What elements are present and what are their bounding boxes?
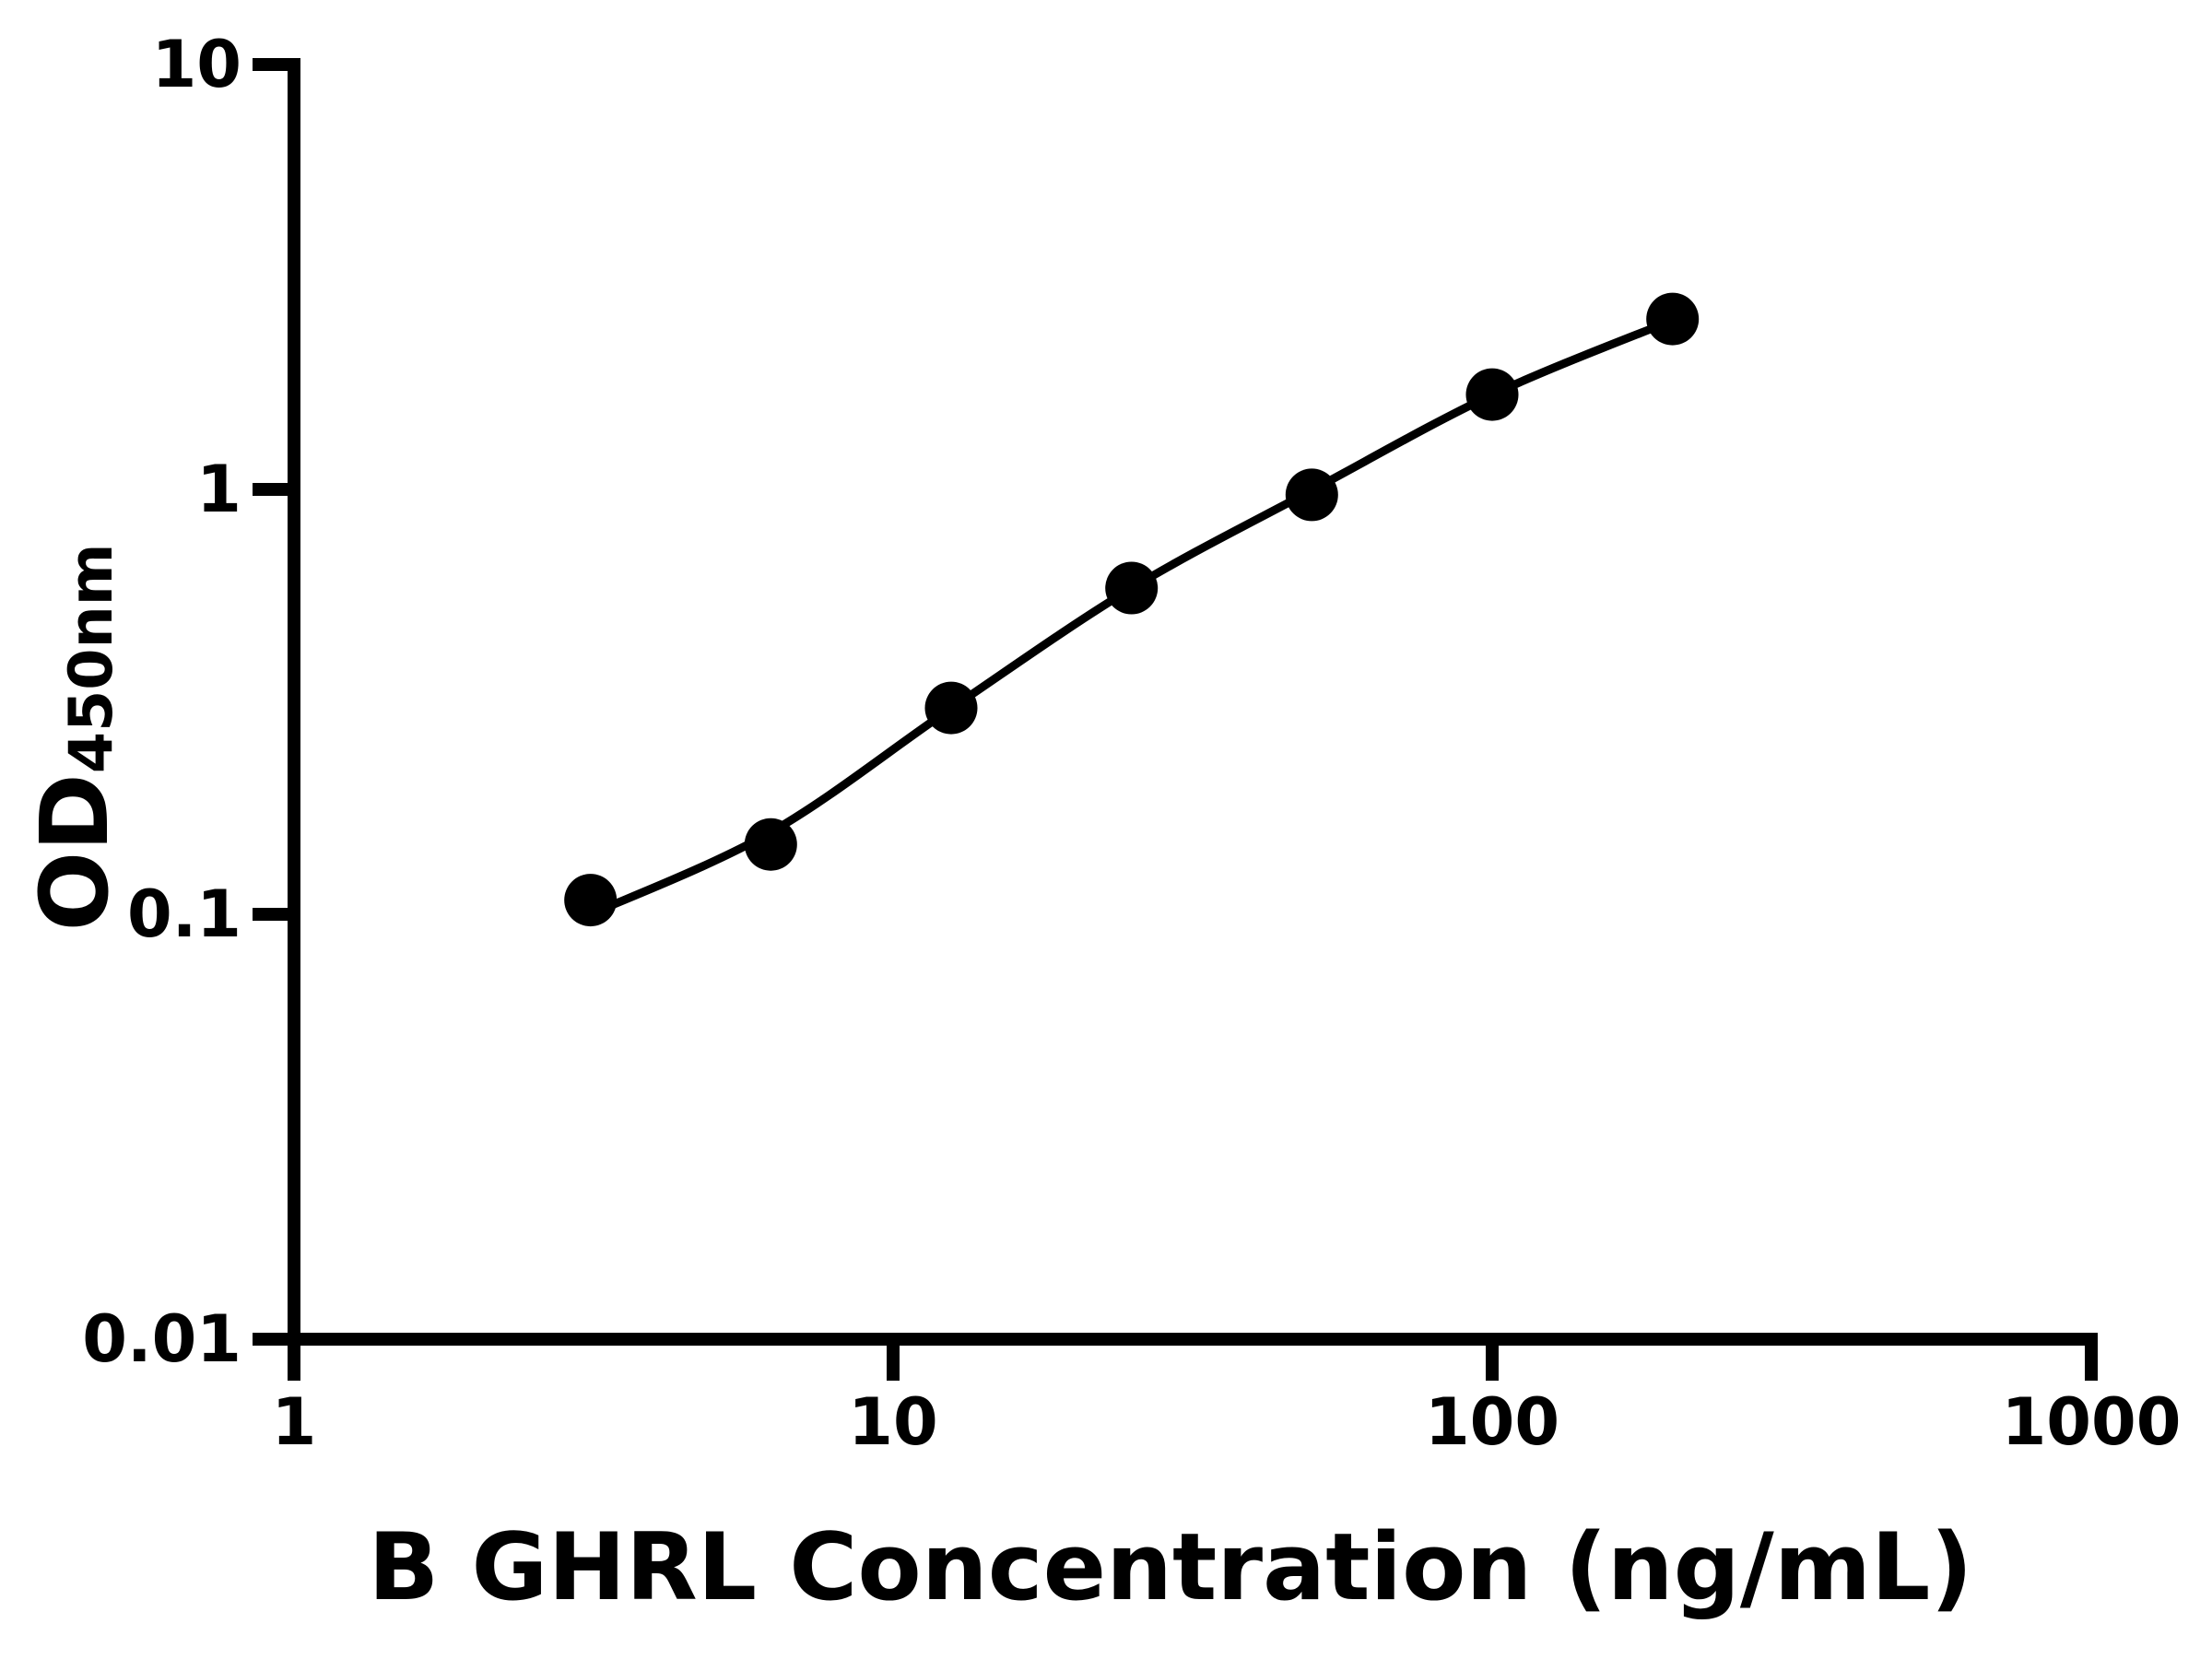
y-tick-label: 0.01 xyxy=(82,1301,241,1377)
data-point-marker xyxy=(564,874,618,927)
y-axis-title-main: OD xyxy=(20,773,130,932)
data-point-marker xyxy=(1646,292,1700,346)
y-tick-label: 1 xyxy=(196,452,241,527)
y-tick-label: 0.1 xyxy=(126,877,241,952)
y-axis-title-text: OD450nm xyxy=(20,543,130,931)
x-tick-label: 100 xyxy=(1424,1384,1560,1460)
y-tick-label: 10 xyxy=(151,27,241,102)
x-tick-label: 10 xyxy=(848,1384,938,1460)
data-point-marker xyxy=(1465,368,1519,421)
x-tick-label: 1 xyxy=(271,1384,317,1460)
x-axis-title: B GHRL Concentration (ng/mL) xyxy=(368,1512,1973,1621)
data-point-marker xyxy=(1105,561,1159,615)
data-point-marker xyxy=(924,681,978,735)
data-point-marker xyxy=(744,818,797,871)
y-axis-title-subscript: 450nm xyxy=(57,543,127,774)
x-tick-label: 1000 xyxy=(2001,1384,2182,1460)
data-point-marker xyxy=(1285,468,1338,522)
